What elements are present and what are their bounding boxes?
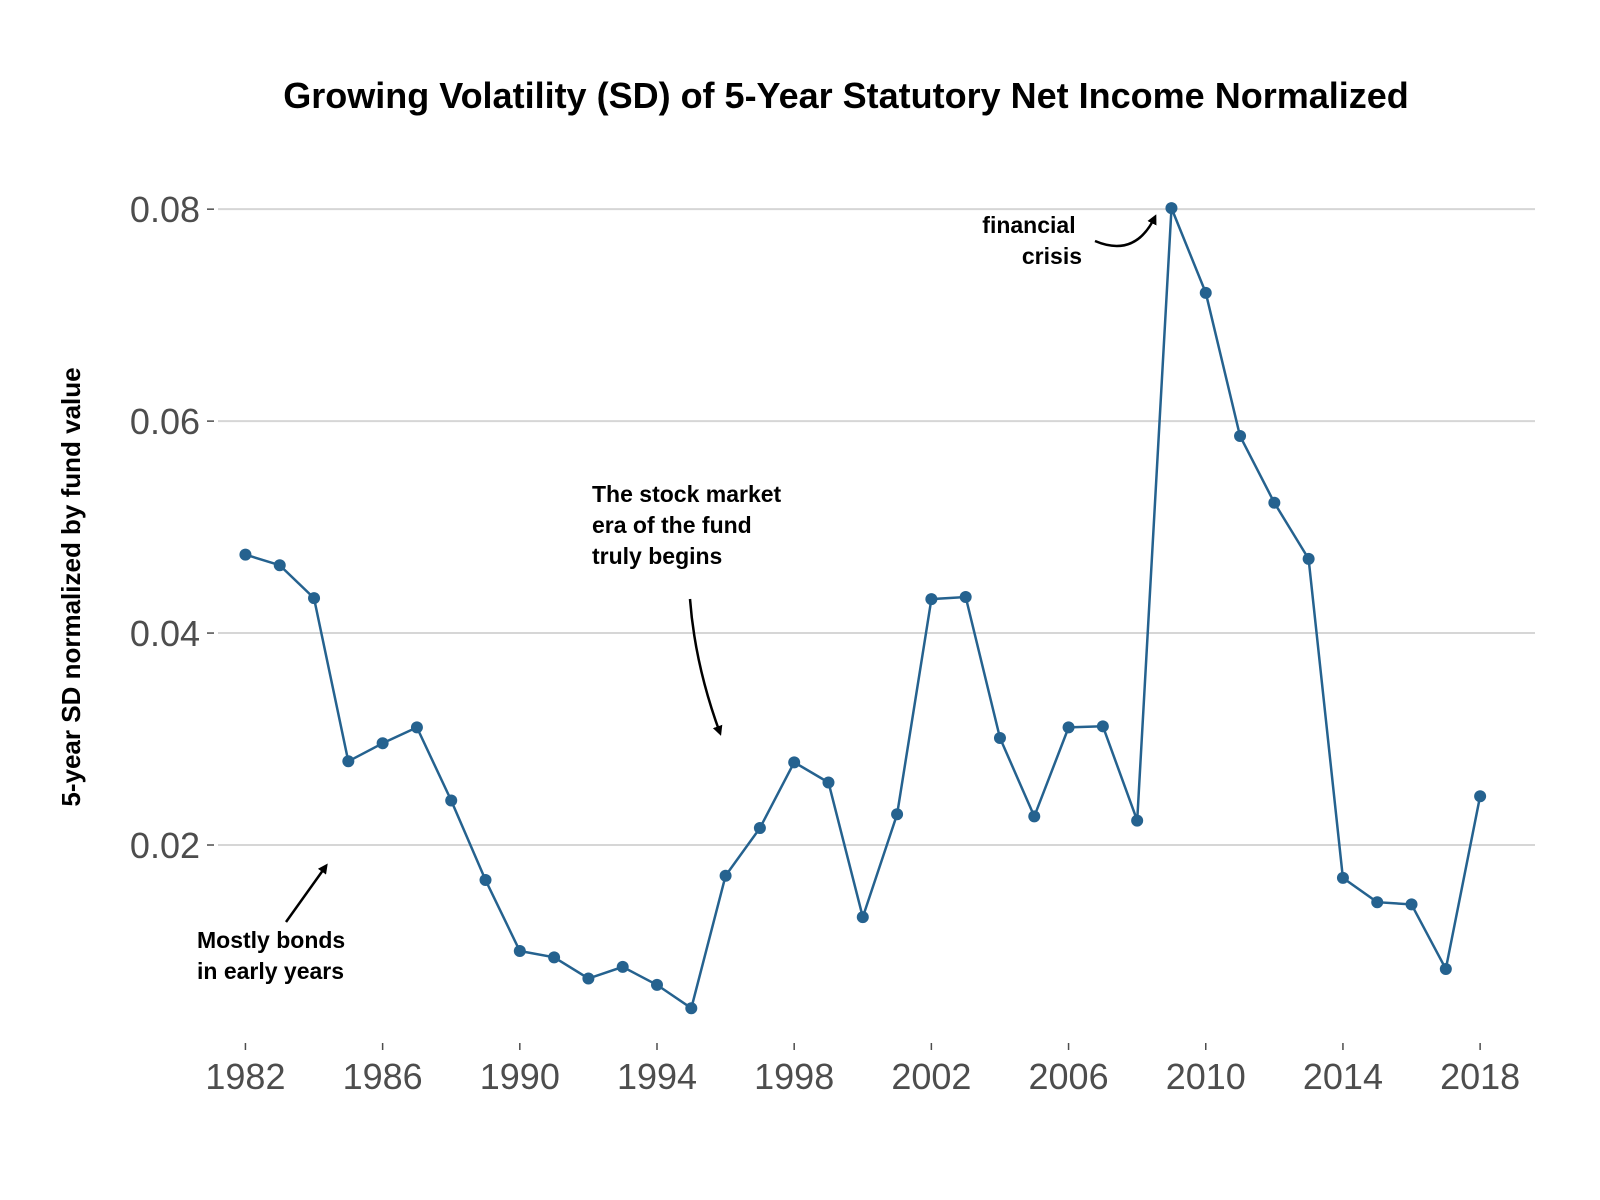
data-point bbox=[1165, 202, 1178, 215]
x-tick-label: 2018 bbox=[1440, 1056, 1520, 1097]
annotation-line: The stock market bbox=[592, 481, 782, 507]
x-tick-label: 1994 bbox=[617, 1056, 697, 1097]
data-point bbox=[1199, 286, 1212, 299]
y-tick-label: 0.06 bbox=[130, 401, 200, 442]
x-tick-label: 1986 bbox=[343, 1056, 423, 1097]
data-point bbox=[548, 951, 561, 964]
data-point bbox=[753, 822, 766, 835]
data-point bbox=[1474, 790, 1487, 803]
data-point bbox=[308, 592, 321, 605]
y-tick-label: 0.04 bbox=[130, 613, 200, 654]
x-axis: 1982 1986 1990 1994 1998 2002 2006 2010 2014 2018 bbox=[205, 1043, 1520, 1097]
data-point bbox=[1371, 896, 1384, 909]
data-point bbox=[1405, 898, 1418, 911]
annotation-line: Mostly bonds bbox=[197, 927, 345, 953]
data-point bbox=[239, 548, 252, 561]
x-tick-label: 2002 bbox=[891, 1056, 971, 1097]
data-point bbox=[959, 591, 972, 604]
data-point bbox=[1336, 871, 1349, 884]
data-point bbox=[342, 755, 355, 768]
data-point bbox=[1439, 962, 1452, 975]
annotation-line: in early years bbox=[197, 958, 344, 984]
annotation-line: crisis bbox=[1022, 243, 1082, 269]
x-tick-label: 1990 bbox=[480, 1056, 560, 1097]
data-point bbox=[993, 731, 1006, 744]
annotation-line: financial bbox=[982, 212, 1075, 238]
data-point bbox=[1028, 810, 1041, 823]
y-tick-label: 0.02 bbox=[130, 825, 200, 866]
annotation-stock-market-arrow bbox=[688, 598, 723, 736]
series-layer bbox=[239, 202, 1487, 1015]
data-point bbox=[891, 808, 904, 821]
data-point bbox=[273, 559, 286, 572]
data-point bbox=[1234, 429, 1247, 442]
annotation-mostly-bonds-arrow bbox=[284, 863, 328, 923]
y-axis-label: 5-year SD normalized by fund value bbox=[56, 367, 86, 806]
annotation-mostly-bonds: Mostly bonds in early years bbox=[197, 863, 352, 984]
data-point bbox=[685, 1002, 698, 1015]
data-point bbox=[410, 721, 423, 734]
data-point bbox=[651, 978, 663, 991]
data-point bbox=[479, 873, 492, 886]
grid-layer bbox=[218, 208, 1535, 847]
data-point bbox=[788, 756, 801, 769]
y-axis: 0.02 0.04 0.06 0.08 bbox=[130, 189, 214, 866]
x-tick-label: 2014 bbox=[1303, 1056, 1383, 1097]
y-tick-label: 0.08 bbox=[130, 189, 200, 230]
x-tick-label: 2006 bbox=[1029, 1056, 1109, 1097]
annotation-financial-crisis: financial crisis bbox=[982, 212, 1157, 269]
annotation-line: truly begins bbox=[592, 543, 722, 569]
data-point bbox=[856, 911, 869, 924]
data-point bbox=[376, 737, 389, 750]
annotation-stock-market-text: The stock market era of the fund truly b… bbox=[592, 481, 788, 569]
data-point bbox=[1131, 814, 1144, 827]
series-line bbox=[245, 207, 1482, 1011]
annotation-mostly-bonds-text: Mostly bonds in early years bbox=[197, 927, 352, 984]
data-point bbox=[1268, 496, 1281, 509]
data-point bbox=[616, 960, 629, 973]
x-tick-label: 1982 bbox=[205, 1056, 285, 1097]
annotation-financial-crisis-text: financial crisis bbox=[982, 212, 1082, 269]
data-point bbox=[925, 593, 938, 606]
data-point bbox=[445, 794, 458, 807]
data-point bbox=[582, 972, 595, 985]
annotation-financial-crisis-arrow bbox=[1094, 214, 1157, 248]
data-point bbox=[822, 776, 835, 789]
data-point bbox=[1062, 721, 1075, 734]
chart-title: Growing Volatility (SD) of 5-Year Statut… bbox=[283, 75, 1409, 116]
data-point bbox=[719, 869, 732, 882]
data-point bbox=[1096, 720, 1109, 733]
annotation-line: era of the fund bbox=[592, 512, 752, 538]
data-point bbox=[513, 944, 526, 957]
annotation-stock-market: The stock market era of the fund truly b… bbox=[592, 481, 788, 736]
x-tick-label: 1998 bbox=[754, 1056, 834, 1097]
data-point bbox=[1302, 552, 1315, 565]
x-tick-label: 2010 bbox=[1166, 1056, 1246, 1097]
